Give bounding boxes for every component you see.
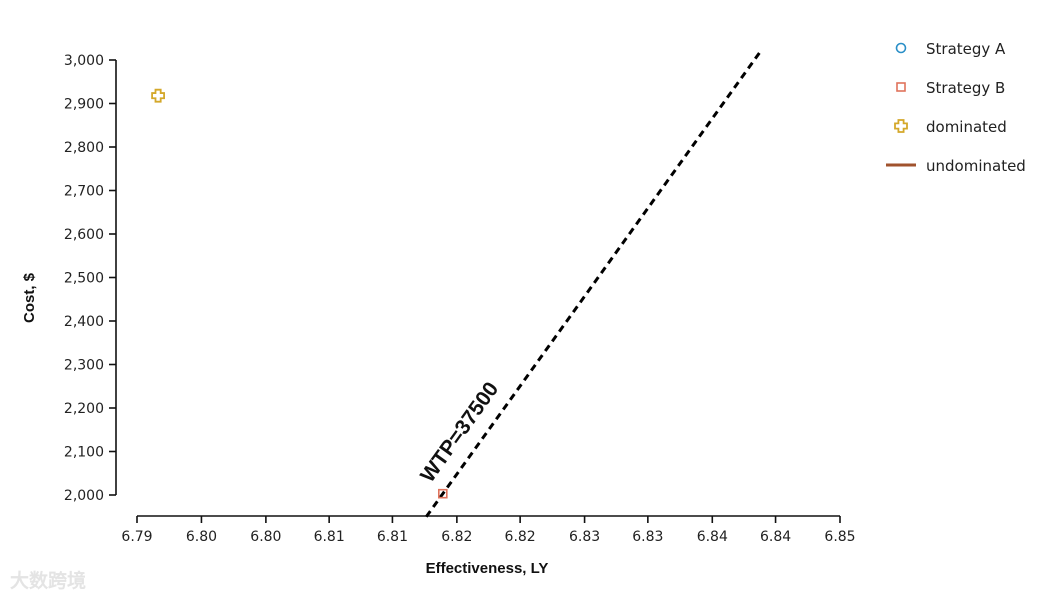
y-tick-label: 2,200 — [64, 401, 104, 417]
x-axis-title: Effectiveness, LY — [426, 560, 549, 577]
x-tick-label: 6.84 — [697, 529, 728, 545]
y-tick-label: 3,000 — [64, 53, 104, 69]
y-tick-label: 2,600 — [64, 227, 104, 243]
legend-marker-strategy-a — [895, 42, 907, 54]
chart-marks: WTP=37500 — [151, 50, 762, 518]
legend-label-strategy-b: Strategy B — [926, 79, 1005, 97]
point-strategy-b — [438, 488, 448, 499]
y-tick-label: 2,700 — [64, 184, 104, 200]
x-tick-label: 6.80 — [186, 529, 217, 545]
point-dominated — [151, 88, 165, 103]
y-tick-label: 2,500 — [64, 271, 104, 287]
x-tick-label: 6.84 — [760, 529, 791, 545]
x-tick-label: 6.82 — [505, 529, 536, 545]
legend-marker-strategy-b — [896, 82, 906, 92]
watermark: 大数跨境 — [10, 570, 87, 592]
legend-label-undominated: undominated — [926, 157, 1026, 175]
x-tick-label: 6.82 — [441, 529, 472, 545]
y-tick-label: 2,400 — [64, 314, 104, 330]
x-tick-label: 6.81 — [314, 529, 345, 545]
y-tick-label: 2,000 — [64, 488, 104, 504]
axes: 2,000 2,100 2,200 2,300 2,400 2,500 2,600 2,700… — [64, 53, 856, 545]
legend-marker-dominated — [894, 119, 908, 133]
legend-label-dominated: dominated — [926, 118, 1007, 136]
wtp-line — [425, 50, 762, 518]
legend-label-strategy-a: Strategy A — [926, 40, 1006, 58]
y-axis-title: Cost, $ — [21, 272, 38, 323]
x-tick-label: 6.83 — [632, 529, 663, 545]
x-tick-label: 6.80 — [250, 529, 281, 545]
x-tick-label: 6.79 — [121, 529, 152, 545]
y-tick-label: 2,300 — [64, 358, 104, 374]
y-tick-label: 2,800 — [64, 140, 104, 156]
y-tick-label: 2,100 — [64, 445, 104, 461]
x-tick-label: 6.81 — [377, 529, 408, 545]
legend: Strategy A Strategy B dominated undominated — [886, 40, 1026, 175]
x-tick-label: 6.85 — [824, 529, 855, 545]
x-tick-label: 6.83 — [569, 529, 600, 545]
y-tick-label: 2,900 — [64, 97, 104, 113]
wtp-label: WTP=37500 — [416, 378, 503, 487]
